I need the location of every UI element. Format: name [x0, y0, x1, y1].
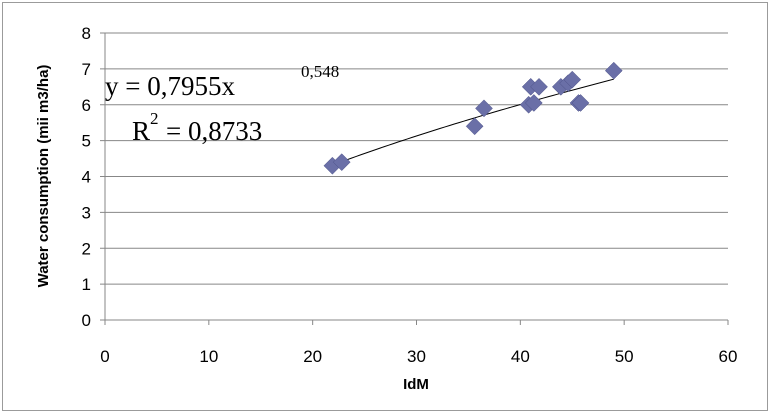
- data-points: [323, 61, 623, 175]
- y-tick-label: 0: [82, 311, 91, 330]
- data-point: [571, 94, 590, 112]
- y-tick-label: 8: [82, 24, 91, 43]
- y-tick-label: 5: [82, 132, 91, 151]
- x-tick-label: 40: [511, 347, 530, 366]
- y-tick-label: 1: [82, 275, 91, 294]
- x-tick-label: 20: [303, 347, 322, 366]
- data-point: [475, 99, 493, 118]
- y-tick-label: 3: [82, 203, 91, 222]
- y-tick-label: 6: [82, 96, 91, 115]
- equation-annotation: y = 0,7955x 0,548: [105, 62, 339, 101]
- data-point: [563, 70, 582, 89]
- x-tick-label: 30: [407, 347, 426, 366]
- data-point: [530, 77, 548, 96]
- equation-text: y = 0,7955x: [105, 71, 235, 101]
- x-tick-label: 60: [719, 347, 738, 366]
- x-tick-label: 10: [199, 347, 218, 366]
- y-axis-label: Water consumption (mii m3/ha): [35, 65, 52, 288]
- data-point: [332, 153, 351, 172]
- grid: [105, 32, 728, 285]
- x-tick-labels: 0 10 20 30 40 50 60: [100, 320, 737, 366]
- r-squared-value: = 0,8733: [166, 116, 262, 146]
- x-tick-label: 0: [100, 347, 109, 366]
- chart-frame: [2, 2, 768, 411]
- r-squared-power: 2: [150, 109, 159, 128]
- equation-exponent: 0,548: [301, 62, 339, 81]
- trendline: [332, 78, 614, 166]
- y-tick-labels: 0 1 2 3 4 5 6 7 8: [82, 24, 105, 330]
- data-point: [465, 117, 484, 136]
- y-tick-label: 2: [82, 239, 91, 258]
- r-squared-prefix: R: [132, 116, 150, 146]
- r-squared-annotation: R 2 = 0,8733: [132, 109, 262, 146]
- y-tick-label: 7: [82, 60, 91, 79]
- x-tick-label: 50: [615, 347, 634, 366]
- y-tick-label: 4: [82, 168, 91, 187]
- data-point: [604, 61, 623, 80]
- x-axis-label: IdM: [403, 376, 429, 393]
- data-point: [524, 94, 543, 112]
